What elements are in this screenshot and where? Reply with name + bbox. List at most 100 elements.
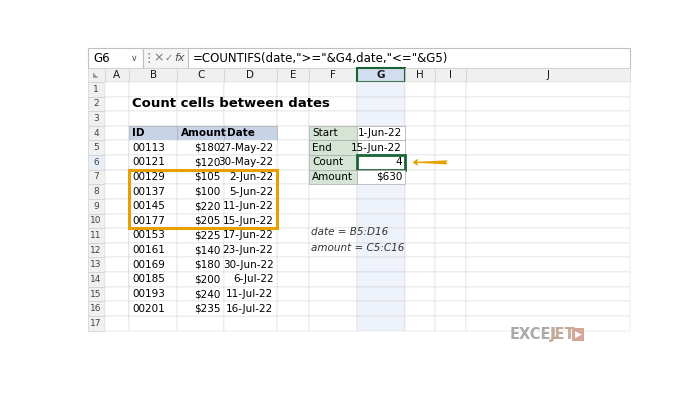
Bar — [224, 243, 276, 258]
Bar — [357, 258, 405, 272]
Text: $225: $225 — [195, 230, 220, 240]
Bar — [357, 96, 405, 111]
Bar — [104, 287, 130, 301]
Text: G: G — [377, 70, 386, 80]
Bar — [276, 68, 309, 82]
Bar — [405, 140, 435, 155]
Bar — [309, 272, 357, 287]
Text: 4: 4 — [93, 128, 99, 138]
Text: =COUNTIFS(date,">="&G4,date,"<="&G5): =COUNTIFS(date,">="&G4,date,"<="&G5) — [193, 52, 448, 64]
Text: $630: $630 — [376, 172, 402, 182]
Bar — [435, 96, 466, 111]
Bar — [104, 96, 130, 111]
Bar — [276, 82, 309, 96]
Bar — [177, 243, 224, 258]
Bar — [435, 68, 466, 82]
Text: 11: 11 — [90, 231, 101, 240]
Text: 00201: 00201 — [132, 304, 165, 314]
Bar — [276, 258, 309, 272]
Bar — [405, 155, 435, 170]
Bar — [357, 170, 405, 184]
Bar — [130, 126, 177, 140]
Bar — [224, 301, 276, 316]
Bar — [104, 111, 130, 126]
Bar — [466, 111, 630, 126]
Bar — [309, 140, 357, 155]
Text: I: I — [449, 70, 452, 80]
Bar — [309, 96, 357, 111]
Bar — [177, 258, 224, 272]
Bar — [276, 170, 309, 184]
Text: 00177: 00177 — [132, 216, 165, 226]
Bar — [405, 316, 435, 330]
Bar — [177, 126, 224, 140]
Bar — [88, 126, 104, 140]
Bar — [276, 214, 309, 228]
Text: ▶: ▶ — [575, 330, 582, 339]
Bar — [130, 184, 177, 199]
Bar — [224, 199, 276, 214]
Text: $180: $180 — [195, 260, 220, 270]
Bar — [130, 155, 177, 170]
Bar — [177, 258, 224, 272]
Bar — [435, 155, 466, 170]
Bar — [104, 272, 130, 287]
Bar — [188, 48, 630, 68]
Text: 30-May-22: 30-May-22 — [218, 157, 274, 167]
Bar — [224, 228, 276, 243]
Bar — [572, 328, 584, 341]
Bar — [88, 82, 104, 96]
Text: C: C — [197, 70, 204, 80]
Text: ✓: ✓ — [164, 53, 173, 63]
Bar — [224, 199, 276, 214]
Text: 5: 5 — [93, 143, 99, 152]
Bar — [309, 126, 357, 140]
Text: Start: Start — [312, 128, 338, 138]
Bar — [130, 272, 177, 287]
Bar — [276, 287, 309, 301]
Bar — [88, 272, 104, 287]
Bar — [435, 111, 466, 126]
Bar — [177, 155, 224, 170]
Bar — [88, 214, 104, 228]
Bar — [177, 287, 224, 301]
Bar — [435, 140, 466, 155]
Bar — [88, 111, 104, 126]
Bar — [224, 140, 276, 155]
Text: 00185: 00185 — [132, 274, 165, 284]
Bar — [309, 184, 357, 199]
Text: date = B5:D16: date = B5:D16 — [311, 227, 388, 237]
Text: 5-Jun-22: 5-Jun-22 — [230, 187, 274, 197]
Bar — [224, 82, 276, 96]
Text: JET: JET — [550, 327, 576, 342]
Bar — [177, 316, 224, 330]
Text: 4: 4 — [395, 157, 402, 167]
Bar — [130, 316, 177, 330]
Bar — [405, 96, 435, 111]
Bar — [357, 272, 405, 287]
Text: ⋮: ⋮ — [143, 52, 155, 64]
Text: 17: 17 — [90, 319, 101, 328]
Bar — [130, 228, 177, 243]
Bar — [466, 184, 630, 199]
Bar — [357, 126, 405, 140]
Bar — [309, 82, 357, 96]
Bar — [405, 228, 435, 243]
Bar — [130, 258, 177, 272]
Bar — [144, 48, 188, 68]
Bar — [435, 316, 466, 330]
Bar — [405, 68, 435, 82]
Text: $140: $140 — [195, 245, 220, 255]
Text: 27-May-22: 27-May-22 — [218, 143, 274, 153]
Bar — [309, 111, 357, 126]
Text: A: A — [113, 70, 120, 80]
Bar — [466, 243, 630, 258]
Text: 14: 14 — [90, 275, 101, 284]
Bar — [405, 272, 435, 287]
Bar — [104, 214, 130, 228]
Text: 16: 16 — [90, 304, 101, 313]
Text: J: J — [547, 70, 550, 80]
Text: ∨: ∨ — [131, 54, 137, 62]
Bar — [177, 272, 224, 287]
Bar — [224, 126, 276, 140]
